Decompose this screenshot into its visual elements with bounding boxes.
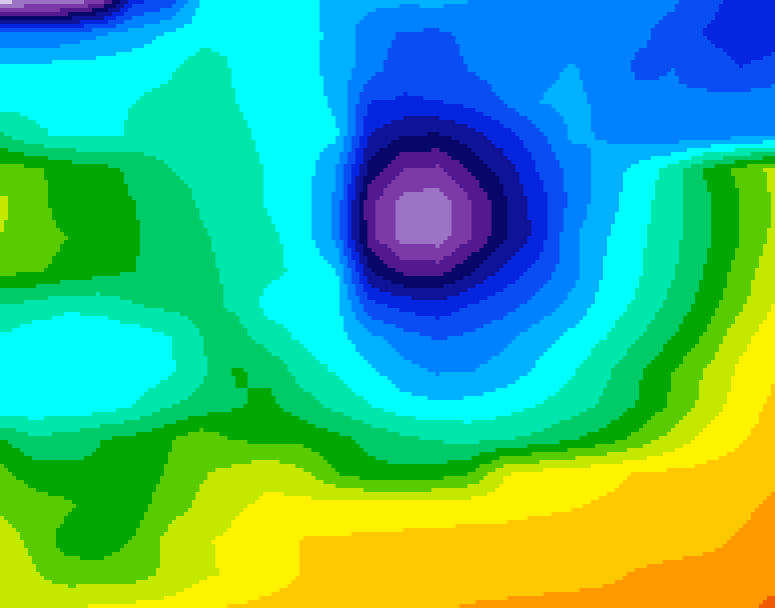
weather-contour-map (0, 0, 775, 608)
contour-field-canvas (0, 0, 775, 608)
